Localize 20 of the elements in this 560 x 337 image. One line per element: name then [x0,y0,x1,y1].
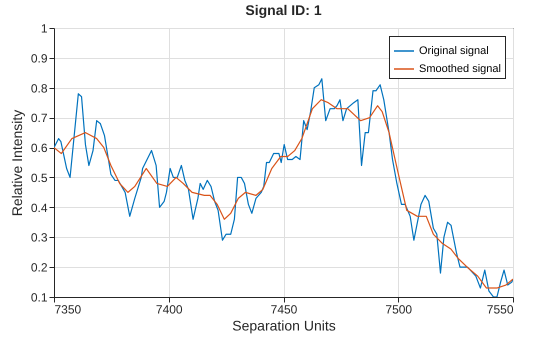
y-tick-label: 0.7 [30,111,48,126]
x-tick-label: 7350 [54,302,82,316]
y-tick-label: 0.3 [30,230,48,245]
y-tick-label: 0.4 [30,200,48,215]
legend-label: Smoothed signal [419,63,501,75]
y-tick-label: 0.5 [30,170,48,185]
y-tick-label: 0.2 [30,260,48,275]
x-tick-label: 7550 [486,302,514,316]
chart-title: Signal ID: 1 [245,2,322,18]
y-tick-label: 0.9 [30,51,48,66]
x-tick-label: 7450 [270,302,298,316]
y-axis-title: Relative Intensity [8,110,25,216]
x-tick-label: 7400 [156,302,183,316]
y-tick-label: 0.6 [30,141,48,156]
y-tick-label: 0.1 [30,290,48,304]
x-axis-title: Separation Units [232,318,336,334]
y-tick-label: 0.8 [30,81,48,96]
y-tick-label: 1 [40,22,48,36]
x-tick-label: 7500 [385,302,412,316]
legend-label: Original signal [419,45,489,57]
